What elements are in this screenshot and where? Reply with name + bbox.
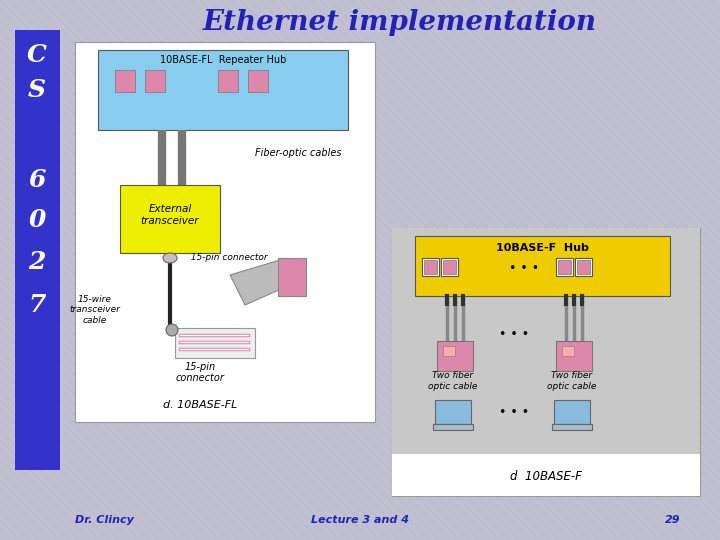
Bar [392,228,700,496]
Text: 10BASE-F  Hub: 10BASE-F Hub [495,243,588,253]
Text: d  10BASE-F: d 10BASE-F [510,469,582,483]
Bar [424,260,437,274]
Bar [175,328,255,358]
Text: 0: 0 [28,208,45,232]
Bar [552,424,592,430]
Polygon shape [230,260,290,305]
Text: 29: 29 [665,515,680,525]
Text: 2: 2 [28,250,45,274]
Text: Dr. Clincy: Dr. Clincy [75,515,134,525]
Bar [575,258,592,276]
Bar [278,258,306,296]
Text: • • •: • • • [509,261,539,274]
Bar [422,258,439,276]
Bar [392,454,700,496]
Bar [115,70,135,92]
Bar [145,70,165,92]
Bar [415,236,670,296]
Circle shape [166,324,178,336]
Bar [75,42,375,422]
Text: S: S [28,78,46,102]
Bar [562,346,574,356]
Text: • • •: • • • [499,328,529,341]
Text: • • •: • • • [499,407,529,420]
Text: Fiber-optic cables: Fiber-optic cables [255,148,341,158]
Bar [437,341,473,371]
Text: 15-pin: 15-pin [184,362,215,372]
Text: 15-pin connector: 15-pin connector [185,253,268,262]
Text: d. 10BASE-FL: d. 10BASE-FL [163,400,237,410]
Bar [392,228,700,454]
Text: 10BASE-FL  Repeater Hub: 10BASE-FL Repeater Hub [160,55,286,65]
Text: Ethernet implementation: Ethernet implementation [203,9,597,36]
Bar [443,346,455,356]
Ellipse shape [163,253,177,263]
Bar [435,400,471,424]
Bar [443,260,456,274]
Text: 7: 7 [28,293,45,317]
Bar [98,50,348,130]
Text: 6: 6 [28,168,45,192]
Text: External
transceiver: External transceiver [140,204,199,226]
Text: 15-wire
transceiver
cable: 15-wire transceiver cable [70,295,120,325]
Bar [556,341,592,371]
Bar [558,260,571,274]
Text: Lecture 3 and 4: Lecture 3 and 4 [311,515,409,525]
Text: connector: connector [176,373,225,383]
Bar [433,424,473,430]
Bar [441,258,458,276]
Bar [554,400,590,424]
Text: Two fiber
optic cable: Two fiber optic cable [428,372,477,391]
Bar [556,258,573,276]
Bar [120,185,220,253]
Text: C: C [27,43,47,67]
Bar [15,30,60,470]
Text: Two fiber
optic cable: Two fiber optic cable [547,372,597,391]
Bar [248,70,268,92]
Bar [577,260,590,274]
Bar [218,70,238,92]
